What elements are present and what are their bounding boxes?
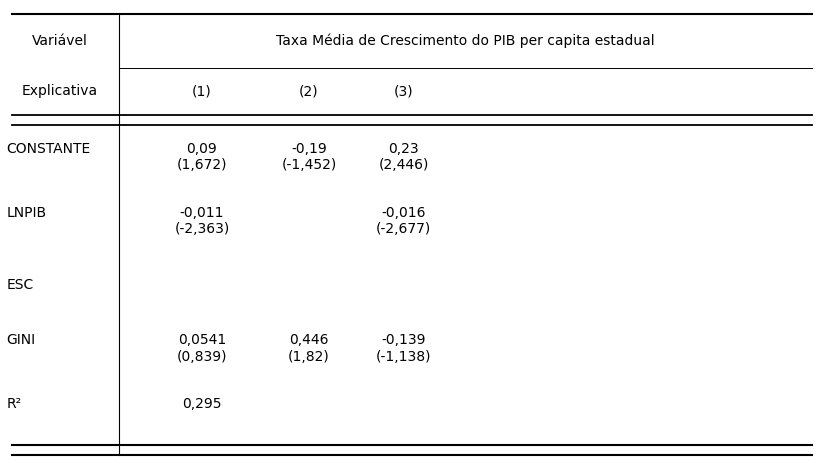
Text: LNPIB: LNPIB	[7, 206, 47, 220]
Text: 0,0541: 0,0541	[178, 333, 226, 348]
Text: (-2,363): (-2,363)	[174, 222, 230, 236]
Text: Explicativa: Explicativa	[21, 84, 98, 98]
Text: -0,139: -0,139	[382, 333, 426, 348]
Text: CONSTANTE: CONSTANTE	[7, 142, 91, 156]
Text: (3): (3)	[394, 84, 414, 98]
Text: -0,011: -0,011	[180, 206, 224, 220]
Text: -0,016: -0,016	[382, 206, 426, 220]
Text: GINI: GINI	[7, 333, 35, 348]
Text: (-2,677): (-2,677)	[376, 222, 432, 236]
Text: 0,23: 0,23	[388, 142, 419, 156]
Text: ESC: ESC	[7, 278, 34, 292]
Text: (1,82): (1,82)	[288, 350, 330, 364]
Text: Variável: Variável	[32, 34, 87, 48]
Text: -0,19: -0,19	[291, 142, 327, 156]
Text: 0,446: 0,446	[289, 333, 329, 348]
Text: R²: R²	[7, 397, 21, 411]
Text: 0,295: 0,295	[182, 397, 222, 411]
Text: (0,839): (0,839)	[176, 350, 227, 364]
Text: (1,672): (1,672)	[176, 159, 227, 173]
Text: (2): (2)	[299, 84, 319, 98]
Text: (2,446): (2,446)	[378, 159, 429, 173]
Text: (1): (1)	[192, 84, 212, 98]
Text: Taxa Média de Crescimento do PIB per capita estadual: Taxa Média de Crescimento do PIB per cap…	[276, 34, 655, 48]
Text: 0,09: 0,09	[186, 142, 218, 156]
Text: (-1,452): (-1,452)	[281, 159, 337, 173]
Text: (-1,138): (-1,138)	[376, 350, 432, 364]
